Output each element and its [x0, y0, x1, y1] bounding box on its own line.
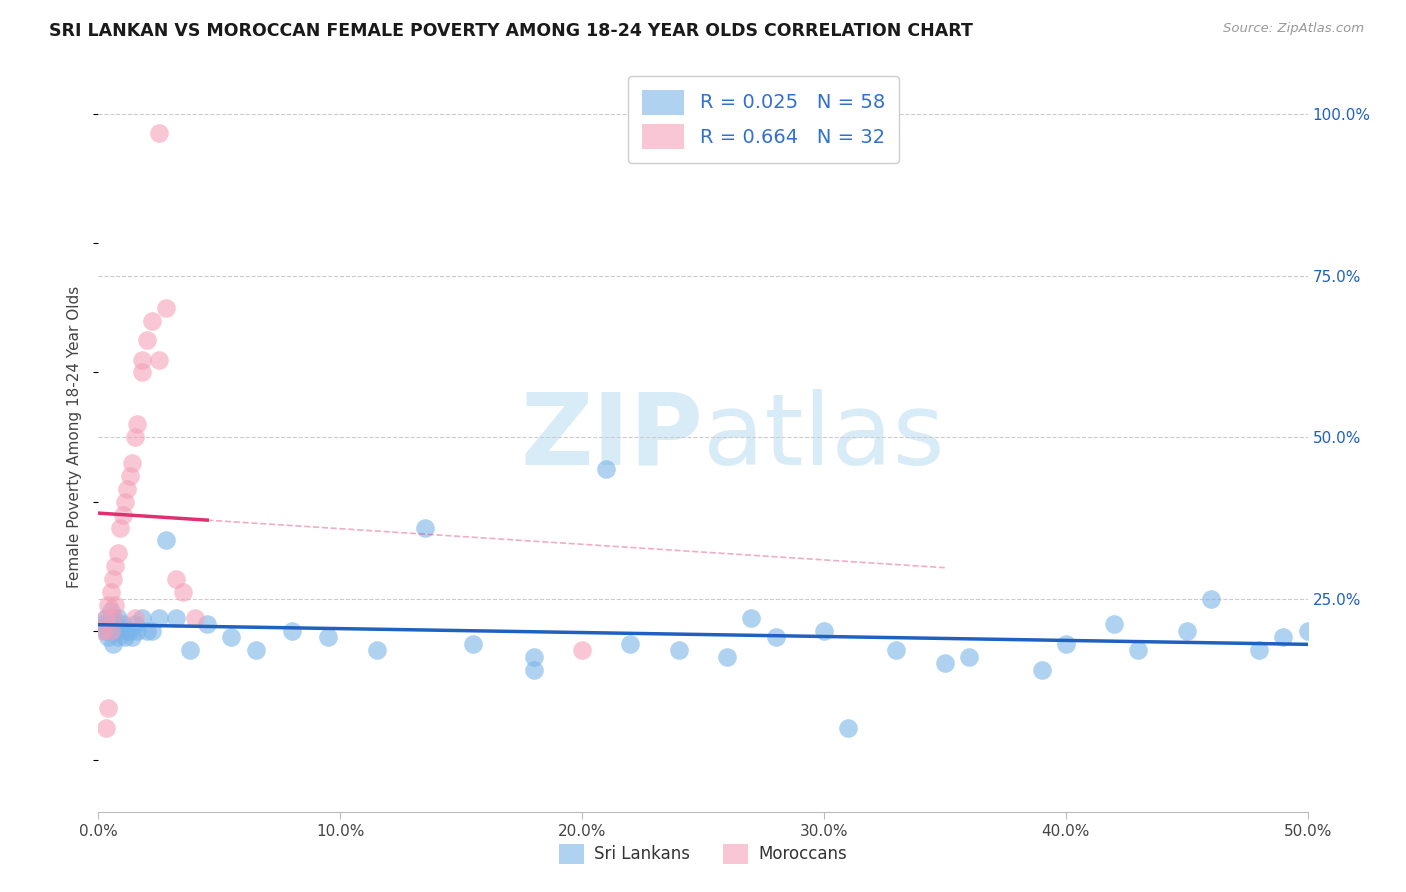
Point	[94, 721, 117, 735]
Point	[100, 624, 122, 638]
Point	[957, 649, 980, 664]
Point	[172, 585, 194, 599]
Point	[413, 520, 436, 534]
Point	[813, 624, 835, 638]
Point	[141, 314, 163, 328]
Point	[97, 617, 120, 632]
Point	[94, 611, 117, 625]
Point	[94, 611, 117, 625]
Point	[121, 456, 143, 470]
Point	[114, 494, 136, 508]
Text: atlas: atlas	[703, 389, 945, 485]
Point	[366, 643, 388, 657]
Point	[1128, 643, 1150, 657]
Point	[124, 611, 146, 625]
Point	[141, 624, 163, 638]
Point	[165, 611, 187, 625]
Point	[118, 468, 141, 483]
Point	[101, 611, 124, 625]
Point	[127, 624, 149, 638]
Point	[523, 649, 546, 664]
Point	[107, 546, 129, 560]
Point	[107, 611, 129, 625]
Point	[886, 643, 908, 657]
Point	[1249, 643, 1271, 657]
Point	[765, 630, 787, 644]
Point	[135, 333, 157, 347]
Point	[184, 611, 207, 625]
Point	[124, 617, 146, 632]
Text: Source: ZipAtlas.com: Source: ZipAtlas.com	[1223, 22, 1364, 36]
Legend: Sri Lankans, Moroccans: Sri Lankans, Moroccans	[553, 838, 853, 871]
Point	[100, 624, 122, 638]
Point	[124, 430, 146, 444]
Point	[117, 624, 139, 638]
Text: SRI LANKAN VS MOROCCAN FEMALE POVERTY AMONG 18-24 YEAR OLDS CORRELATION CHART: SRI LANKAN VS MOROCCAN FEMALE POVERTY AM…	[49, 22, 973, 40]
Point	[107, 630, 129, 644]
Text: ZIP: ZIP	[520, 389, 703, 485]
Point	[101, 637, 124, 651]
Point	[101, 611, 124, 625]
Point	[221, 630, 243, 644]
Point	[104, 624, 127, 638]
Point	[595, 462, 617, 476]
Point	[1175, 624, 1198, 638]
Point	[1054, 637, 1077, 651]
Point	[97, 701, 120, 715]
Point	[571, 643, 593, 657]
Point	[716, 649, 738, 664]
Point	[1102, 617, 1125, 632]
Point	[127, 417, 149, 432]
Point	[463, 637, 485, 651]
Point	[135, 624, 157, 638]
Point	[523, 663, 546, 677]
Point	[131, 366, 153, 380]
Point	[104, 559, 127, 574]
Point	[837, 721, 859, 735]
Point	[245, 643, 267, 657]
Point	[668, 643, 690, 657]
Point	[155, 533, 177, 548]
Point	[121, 630, 143, 644]
Y-axis label: Female Poverty Among 18-24 Year Olds: Female Poverty Among 18-24 Year Olds	[67, 286, 83, 588]
Point	[118, 624, 141, 638]
Point	[97, 598, 120, 612]
Point	[1296, 624, 1319, 638]
Point	[97, 630, 120, 644]
Point	[148, 611, 170, 625]
Point	[148, 127, 170, 141]
Point	[1199, 591, 1222, 606]
Point	[94, 624, 117, 638]
Point	[740, 611, 762, 625]
Point	[117, 482, 139, 496]
Point	[111, 617, 134, 632]
Point	[104, 598, 127, 612]
Point	[316, 630, 339, 644]
Point	[281, 624, 304, 638]
Point	[619, 637, 641, 651]
Point	[91, 624, 114, 638]
Point	[114, 630, 136, 644]
Point	[91, 617, 114, 632]
Point	[131, 352, 153, 367]
Point	[108, 624, 131, 638]
Point	[131, 611, 153, 625]
Point	[100, 605, 122, 619]
Point	[111, 508, 134, 522]
Point	[108, 520, 131, 534]
Point	[100, 585, 122, 599]
Point	[195, 617, 218, 632]
Point	[165, 572, 187, 586]
Point	[104, 617, 127, 632]
Point	[934, 656, 956, 670]
Point	[155, 301, 177, 315]
Point	[1031, 663, 1053, 677]
Point	[148, 352, 170, 367]
Point	[179, 643, 201, 657]
Point	[101, 572, 124, 586]
Point	[1272, 630, 1295, 644]
